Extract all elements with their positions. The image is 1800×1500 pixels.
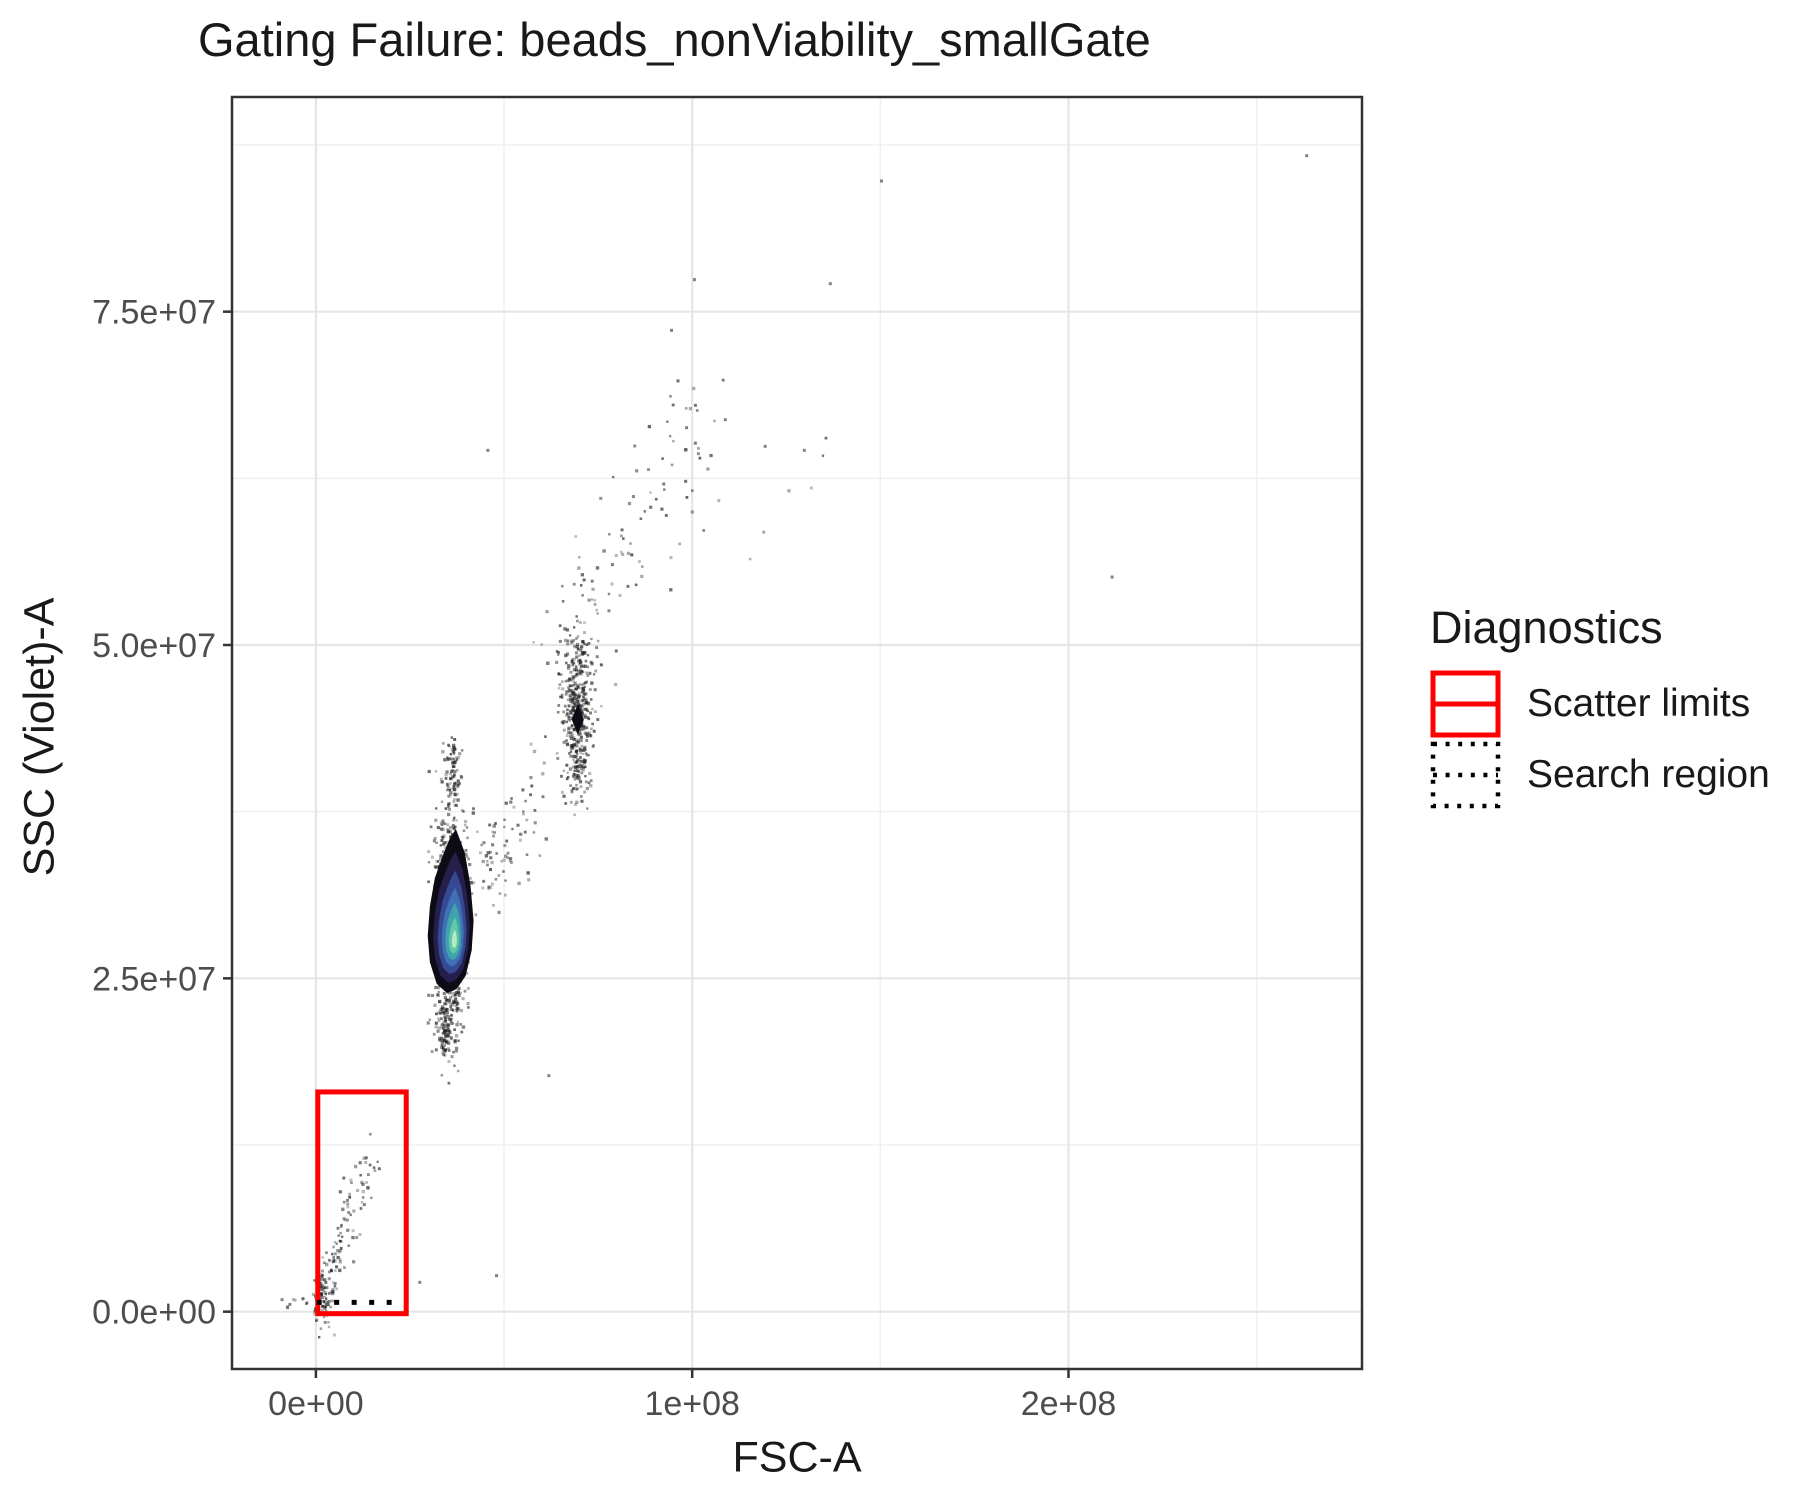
chart-title: Gating Failure: beads_nonViability_small… — [198, 13, 1151, 66]
secondary-density-blob — [571, 703, 584, 735]
legend-title: Diagnostics — [1430, 602, 1663, 653]
legend: Diagnostics Scatter limits Search region — [1430, 602, 1800, 809]
y-tick-label: 5.0e+07 — [92, 627, 216, 665]
scatter-limits-key-icon — [1430, 670, 1501, 738]
legend-item-scatter-limits: Scatter limits — [1430, 670, 1800, 738]
scatter-limits-gate — [315, 1089, 409, 1317]
search-region-key-icon — [1430, 741, 1501, 809]
y-tick-label: 7.5e+07 — [92, 294, 216, 332]
y-tick-label: 0.0e+00 — [92, 1294, 216, 1332]
x-axis-title: FSC-A — [732, 1433, 862, 1482]
legend-item-search-region: Search region — [1430, 741, 1800, 809]
density-contours — [427, 703, 584, 993]
x-tick-label: 2e+08 — [1021, 1385, 1117, 1423]
x-tick-label: 1e+08 — [644, 1385, 740, 1423]
axis-ticks: 0e+00 1e+08 2e+08 0.0e+00 2.5e+07 5.0e+07 7.5e… — [92, 294, 1116, 1423]
panel-border — [230, 95, 1364, 1371]
x-tick-label: 0e+00 — [268, 1385, 364, 1423]
legend-label-search-region: Search region — [1527, 753, 1770, 796]
legend-label-scatter-limits: Scatter limits — [1527, 682, 1751, 725]
y-tick-label: 2.5e+07 — [92, 960, 216, 998]
panel-background — [232, 97, 1362, 1369]
